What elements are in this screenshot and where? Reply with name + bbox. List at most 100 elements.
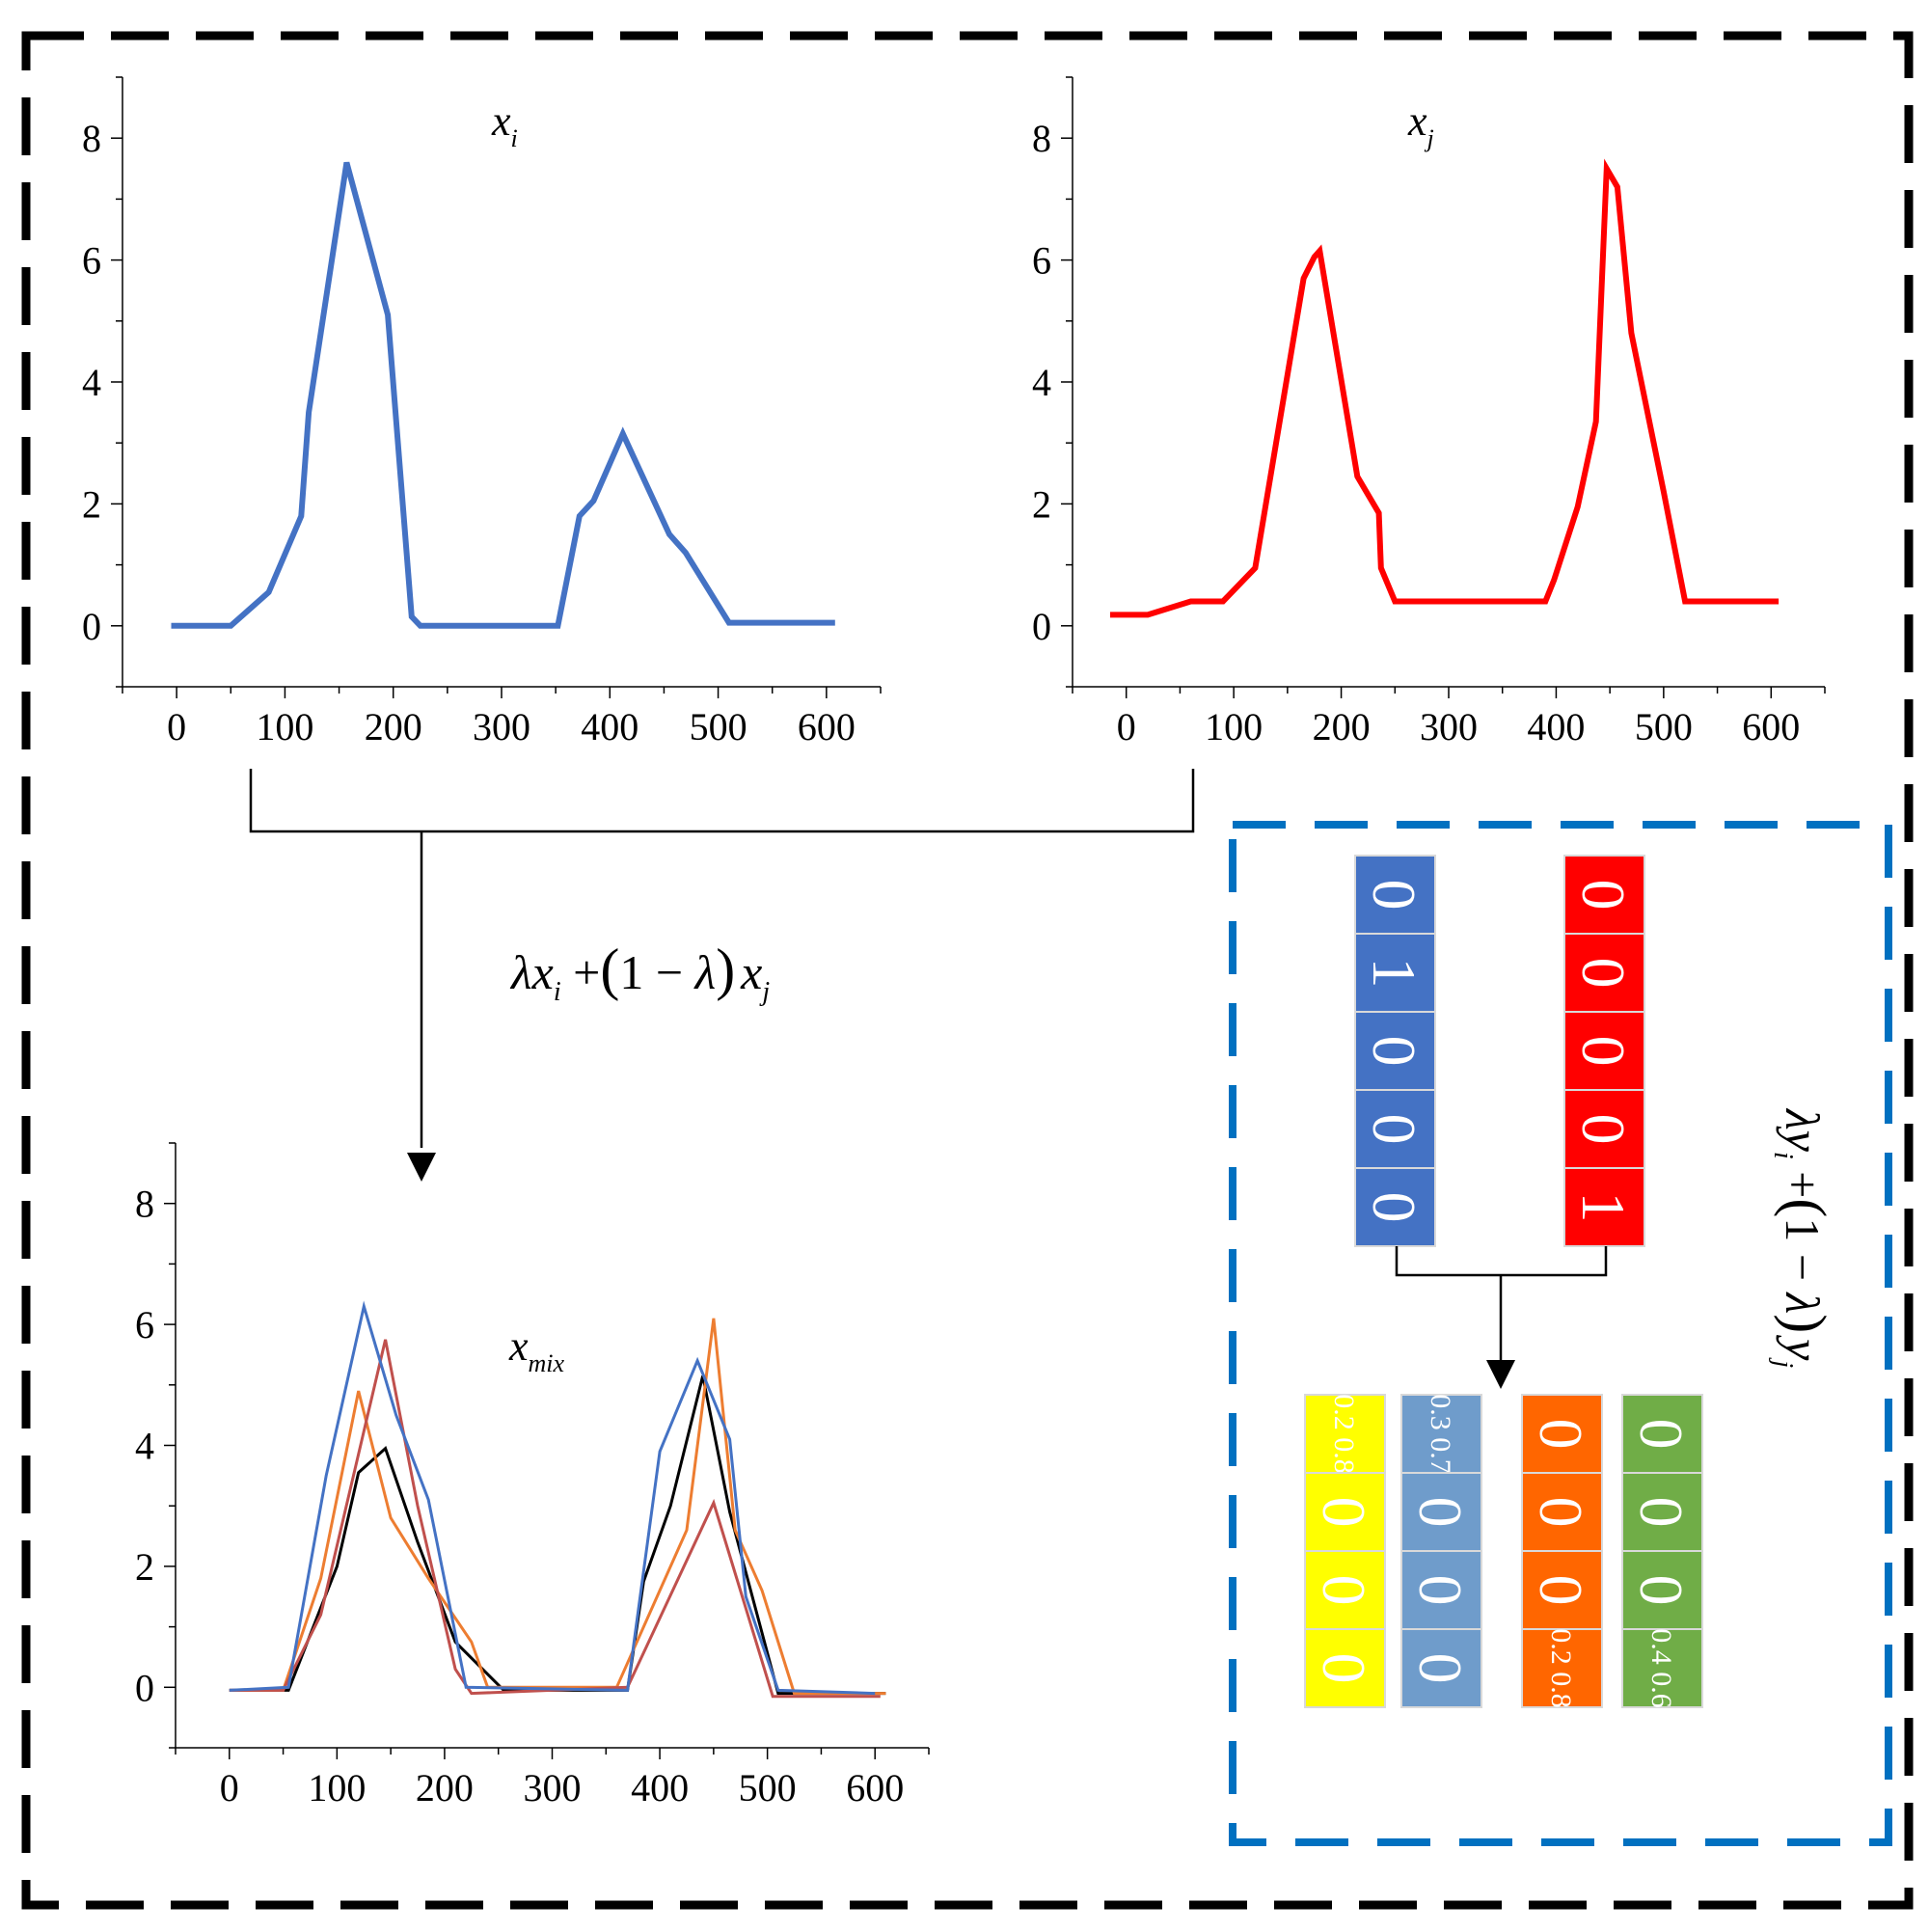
y-tick-label: 4	[1032, 361, 1051, 404]
series-line-x_j	[1110, 158, 1780, 618]
chart-x-j: 0 100 200 300 400 500 600 0 2 4 6 8	[1032, 76, 1826, 748]
vector-cell	[1304, 1628, 1386, 1708]
vector-cell-value: 0	[1527, 1575, 1595, 1606]
mixed-label-vector-2: 0.3 0.7 0 0 0	[1400, 1394, 1482, 1708]
vector-cell	[1521, 1550, 1603, 1630]
vector-cell-value: 0	[1569, 880, 1638, 911]
series-line-mix-black	[229, 1375, 886, 1696]
y-tick-label: 2	[82, 482, 101, 526]
vector-cell	[1304, 1394, 1386, 1474]
vector-cell-value: 0	[1310, 1497, 1378, 1528]
vector-cell	[1400, 1628, 1482, 1708]
vector-cell-value: 0	[1360, 1192, 1428, 1223]
vector-cell	[1621, 1550, 1703, 1630]
label-mixing-frame	[1229, 821, 1892, 1846]
sample-merge-connector	[249, 769, 1195, 833]
vector-cell-value: 0	[1569, 1036, 1638, 1067]
x-tick-label: 400	[1527, 705, 1585, 748]
vector-cell	[1354, 855, 1436, 935]
y-tick-label: 8	[135, 1183, 154, 1226]
vector-cell-value: 0	[1310, 1575, 1378, 1606]
vector-cell-value: 0	[1406, 1653, 1475, 1684]
vector-cell-value: 0	[1406, 1497, 1475, 1528]
vector-cell-value: 0.2 0.8	[1545, 1628, 1577, 1708]
y-tick-label: 8	[82, 117, 101, 160]
vector-cell-value: 0	[1360, 880, 1428, 911]
mixed-label-vector-3: 0 0 0 0.2 0.8	[1521, 1394, 1603, 1708]
chart-x-j-title: xj	[1407, 97, 1434, 152]
label-merge-connector	[1395, 1246, 1608, 1277]
vector-cell	[1563, 1011, 1645, 1091]
x-tick-label: 200	[1313, 705, 1371, 748]
vector-cell	[1400, 1550, 1482, 1630]
vector-cell-value: 0	[1406, 1575, 1475, 1606]
vector-cell-value: 0.4 0.6	[1645, 1628, 1677, 1708]
chart-x-mix: 0 100 200 300 400 500 600 0 2 4 6 8	[135, 1142, 930, 1810]
x-tick-label: 500	[739, 1766, 797, 1810]
vector-cell	[1563, 1089, 1645, 1169]
vector-cell	[1400, 1394, 1482, 1474]
vector-cell-value: 0.3 0.7	[1425, 1394, 1456, 1474]
vector-cell-value: 1	[1360, 958, 1428, 989]
y-tick-label: 8	[1032, 117, 1051, 160]
x-tick-label: 400	[581, 705, 638, 748]
y-tick-label: 6	[1032, 239, 1051, 283]
x-tick-label: 200	[416, 1766, 474, 1810]
vector-cell-value: 0	[1360, 1036, 1428, 1067]
x-tick-label: 100	[256, 705, 313, 748]
x-tick-label: 400	[631, 1766, 689, 1810]
vector-cell-value: 0	[1569, 1114, 1638, 1145]
y-tick-label: 2	[135, 1545, 154, 1589]
vector-cell	[1304, 1550, 1386, 1630]
vector-cell-value: 0	[1527, 1497, 1595, 1528]
series-line-x_i	[171, 161, 835, 629]
outer-dashed-frame	[21, 31, 1914, 1910]
vector-cell	[1621, 1628, 1703, 1708]
sample-merge-arrowhead	[407, 1153, 436, 1182]
label-mix-formula: λyi +(1 − λ)yj	[1768, 1107, 1837, 1368]
series-line-mix-blue	[229, 1300, 876, 1696]
chart-x-i-title: xi	[491, 97, 518, 152]
chart-x-mix-title: xmix	[508, 1322, 565, 1377]
vector-cell-value: 0	[1360, 1114, 1428, 1145]
vector-cell-value: 0	[1569, 958, 1638, 989]
vector-cell-value: 0	[1627, 1497, 1696, 1528]
mixed-label-vector-1: 0.2 0.8 0 0 0	[1304, 1394, 1386, 1708]
series-line-mix-red	[229, 1339, 881, 1699]
chart-x-i: 0 100 200 300 400 500 600 0 2 4 6 8	[82, 76, 882, 748]
vector-cell-value: 0	[1527, 1419, 1595, 1450]
vector-cell-value: 0	[1627, 1419, 1696, 1450]
vector-cell-value: 1	[1569, 1192, 1638, 1223]
y-tick-label: 6	[82, 239, 101, 283]
y-tick-label: 0	[82, 605, 101, 648]
y-tick-label: 4	[135, 1425, 154, 1468]
x-tick-label: 500	[690, 705, 747, 748]
x-tick-label: 100	[308, 1766, 366, 1810]
vector-cell	[1521, 1472, 1603, 1552]
y-tick-label: 4	[82, 361, 101, 404]
vector-cell-value: 0	[1627, 1575, 1696, 1606]
vector-cell	[1621, 1472, 1703, 1552]
x-tick-label: 100	[1205, 705, 1263, 748]
label-vector-y-i: 0 1 0 0 0	[1354, 855, 1436, 1247]
x-tick-label: 0	[220, 1766, 239, 1810]
vector-cell	[1563, 933, 1645, 1013]
x-tick-label: 200	[365, 705, 422, 748]
vector-cell	[1354, 1167, 1436, 1247]
x-tick-label: 300	[473, 705, 530, 748]
vector-cell	[1354, 933, 1436, 1013]
vector-cell	[1354, 1089, 1436, 1169]
y-tick-label: 6	[135, 1303, 154, 1347]
x-tick-label: 500	[1635, 705, 1693, 748]
x-tick-label: 600	[846, 1766, 904, 1810]
vector-cell	[1563, 855, 1645, 935]
vector-cell	[1521, 1628, 1603, 1708]
mixed-label-vector-4: 0 0 0 0.4 0.6	[1621, 1394, 1703, 1708]
x-tick-label: 600	[1742, 705, 1800, 748]
vector-cell	[1563, 1167, 1645, 1247]
y-tick-label: 0	[1032, 605, 1051, 648]
x-tick-label: 0	[1117, 705, 1136, 748]
vector-cell	[1354, 1011, 1436, 1091]
x-tick-label: 300	[1420, 705, 1478, 748]
